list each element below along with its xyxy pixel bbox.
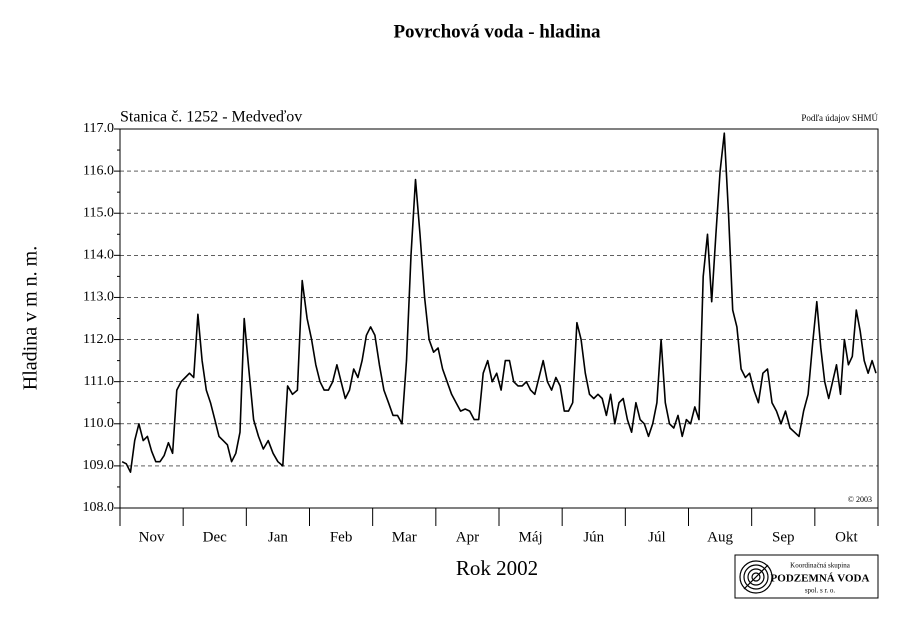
x-tick-label: Sep [772,529,795,545]
y-tick-label: 114.0 [83,248,114,263]
x-tick-label: Júl [648,529,666,545]
x-axis-label: Rok 2002 [456,556,538,580]
plot-frame [119,128,879,509]
x-tick-label: Jan [268,529,288,545]
x-tick-label: Nov [139,529,165,545]
x-tick-label: Apr [456,529,479,545]
y-tick-label: 117.0 [83,121,114,136]
logo-line1: Koordinačná skupina [790,562,851,570]
y-tick-label: 113.0 [83,290,114,305]
x-tick-label: Máj [518,529,542,545]
logo-line2: PODZEMNÁ VODA [771,573,870,585]
y-tick-label: 116.0 [83,163,114,178]
y-tick-label: 115.0 [83,205,114,220]
x-tick-label: Okt [835,529,858,545]
copyright: © 2003 [848,495,872,504]
y-tick-label: 109.0 [83,458,115,473]
y-tick-label: 110.0 [83,416,114,431]
station: Stanica č. 1252 - Medveďov [120,109,302,126]
y-tick-label: 111.0 [84,374,114,389]
y-tick-label: 112.0 [83,332,114,347]
chart-title: Povrchová voda - hladina [393,21,601,42]
logo-icon [739,560,773,594]
logo-line3: spol. s r. o. [805,587,836,595]
y-tick-label: 108.0 [83,500,115,515]
water-level-line [121,132,877,473]
logo: Koordinačná skupina PODZEMNÁ VODA spol. … [734,554,879,599]
x-tick-label: Aug [707,529,733,545]
logo-box [734,554,879,599]
x-tick-label: Jún [583,529,604,545]
x-tick-label: Mar [392,529,417,545]
y-axis-label: Hladina v m n. m. [20,246,42,390]
source: Podľa údajov SHMÚ [801,113,878,123]
x-tick-label: Feb [330,529,353,545]
x-tick-label: Dec [203,529,227,545]
